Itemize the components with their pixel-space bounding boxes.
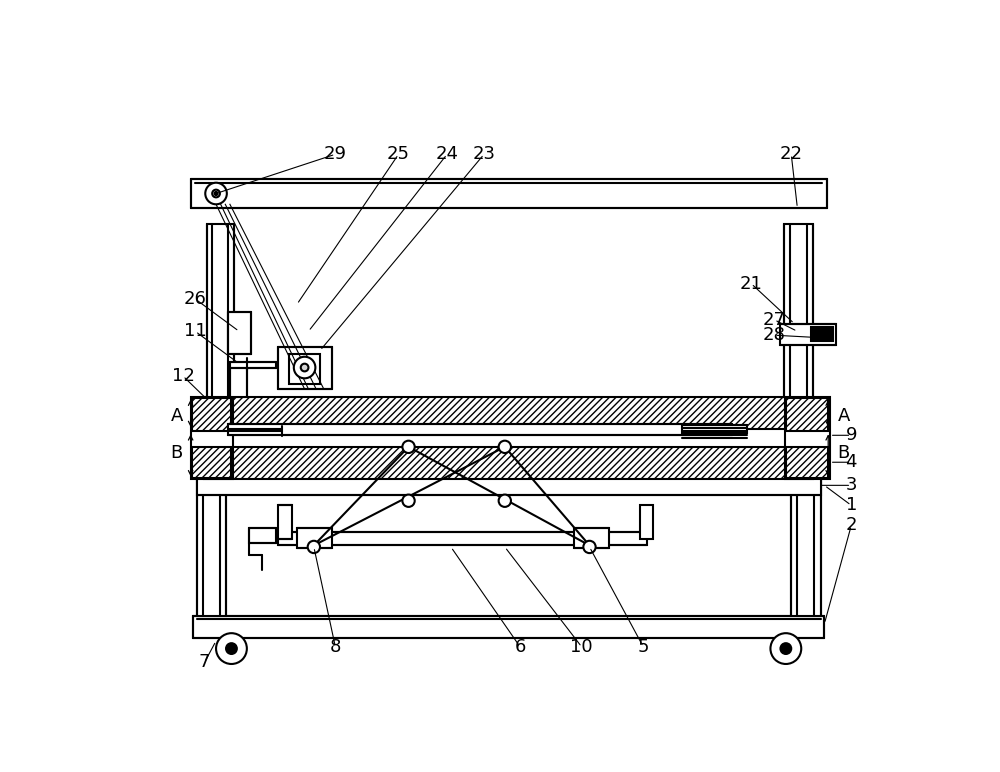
Bar xyxy=(197,478,821,495)
Bar xyxy=(193,616,824,638)
Bar xyxy=(204,447,813,479)
Text: A: A xyxy=(837,407,850,425)
Text: 10: 10 xyxy=(570,638,593,656)
Text: 1: 1 xyxy=(846,496,857,514)
Text: 21: 21 xyxy=(740,275,763,293)
Bar xyxy=(249,528,276,543)
Bar xyxy=(784,224,813,397)
Text: B: B xyxy=(171,444,183,462)
Circle shape xyxy=(402,441,415,453)
Circle shape xyxy=(301,364,308,371)
Circle shape xyxy=(216,633,247,664)
Circle shape xyxy=(226,643,237,654)
Text: 24: 24 xyxy=(436,145,459,163)
Bar xyxy=(191,397,233,479)
Bar xyxy=(297,529,332,548)
Bar xyxy=(197,432,226,616)
Circle shape xyxy=(308,540,320,553)
Bar xyxy=(207,224,234,397)
Text: 6: 6 xyxy=(515,638,526,656)
Bar xyxy=(204,397,813,429)
Bar xyxy=(230,366,247,397)
Text: A: A xyxy=(171,407,183,425)
Circle shape xyxy=(780,643,791,654)
Text: 2: 2 xyxy=(846,516,857,534)
Bar xyxy=(786,398,828,431)
Bar xyxy=(192,398,231,431)
Text: 7: 7 xyxy=(199,653,210,672)
Bar xyxy=(230,362,276,368)
Text: 3: 3 xyxy=(846,476,857,494)
Circle shape xyxy=(583,540,596,553)
Bar xyxy=(785,397,830,479)
Text: 12: 12 xyxy=(172,367,194,385)
Circle shape xyxy=(402,495,415,507)
Text: 8: 8 xyxy=(330,638,341,656)
Text: 9: 9 xyxy=(846,426,857,445)
Text: 22: 22 xyxy=(780,145,803,163)
Circle shape xyxy=(212,190,220,198)
Circle shape xyxy=(770,633,801,664)
Text: 26: 26 xyxy=(184,290,207,308)
Bar xyxy=(289,354,320,384)
Bar xyxy=(791,432,821,616)
Bar xyxy=(228,424,732,435)
Bar xyxy=(278,505,292,539)
Circle shape xyxy=(215,192,218,195)
Circle shape xyxy=(499,495,511,507)
Bar xyxy=(786,447,828,478)
Text: 28: 28 xyxy=(763,327,786,344)
Bar xyxy=(278,532,647,545)
Text: 27: 27 xyxy=(763,311,786,329)
Bar xyxy=(682,425,747,433)
Text: 29: 29 xyxy=(324,145,347,163)
Circle shape xyxy=(205,183,227,205)
Circle shape xyxy=(294,357,315,378)
Bar xyxy=(278,347,332,389)
Bar xyxy=(574,529,609,548)
Text: 11: 11 xyxy=(184,323,207,340)
Bar xyxy=(640,505,653,539)
Text: 5: 5 xyxy=(638,638,649,656)
Text: 25: 25 xyxy=(387,145,410,163)
Bar xyxy=(780,323,836,345)
Bar xyxy=(192,447,231,478)
Text: 4: 4 xyxy=(846,453,857,471)
Text: B: B xyxy=(837,444,850,462)
Bar xyxy=(228,312,251,354)
Text: 23: 23 xyxy=(473,145,496,163)
Bar xyxy=(191,179,827,208)
Bar xyxy=(811,327,833,341)
Circle shape xyxy=(499,441,511,453)
